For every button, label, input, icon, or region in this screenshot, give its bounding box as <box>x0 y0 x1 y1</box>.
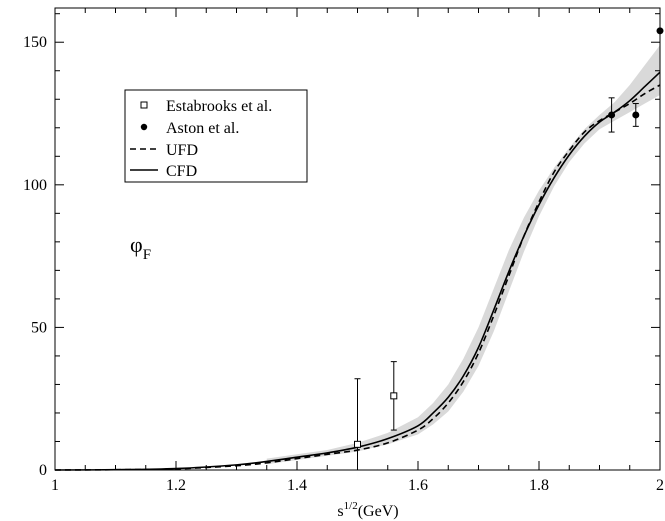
data-points-layer <box>354 27 664 471</box>
legend-label-estabrooks: Estabrooks et al. <box>166 98 272 115</box>
axis-ticks-layer: 1 1.2 1.4 1.6 1.8 2 0 50 100 150 <box>23 8 664 494</box>
legend: Estabrooks et al. Aston et al. UFD CFD <box>124 89 308 183</box>
x-axis-label-sup: 1/2 <box>344 500 358 512</box>
x-tick-label: 1.6 <box>408 477 428 494</box>
x-tick-label: 1.4 <box>287 477 307 494</box>
y-tick-label: 150 <box>23 34 47 51</box>
legend-marker-filled-circle <box>140 123 148 131</box>
estabrooks-data-point <box>354 440 361 448</box>
x-axis-label-rest: (GeV) <box>358 503 399 520</box>
phi-f-annotation: φF <box>130 232 151 263</box>
legend-marker-open-square <box>140 101 148 109</box>
uncertainty-band-layer <box>266 45 660 465</box>
legend-label-cfd: CFD <box>166 163 197 180</box>
estabrooks-data-point <box>390 392 398 400</box>
x-tick-label: 2 <box>656 477 664 494</box>
legend-box <box>124 89 308 183</box>
curve-layer <box>54 71 661 471</box>
cfd-uncertainty-band <box>266 45 660 465</box>
ufd-curve <box>54 84 661 471</box>
x-tick-label: 1.8 <box>529 477 549 494</box>
y-tick-label: 0 <box>39 462 47 479</box>
y-tick-label: 100 <box>23 177 47 194</box>
cfd-curve <box>54 71 661 471</box>
legend-label-ufd: UFD <box>166 142 198 159</box>
aston-data-point <box>632 111 640 119</box>
x-axis-label: s1/2(GeV) <box>337 500 398 520</box>
legend-label-aston: Aston et al. <box>166 120 239 137</box>
y-tick-label: 50 <box>31 319 47 336</box>
x-tick-label: 1.2 <box>166 477 186 494</box>
x-axis-label-base: s <box>337 503 343 520</box>
aston-data-point <box>608 111 616 119</box>
phi-subscript: F <box>143 247 151 263</box>
phi-symbol: φ <box>130 232 143 257</box>
x-tick-label: 1 <box>51 477 59 494</box>
